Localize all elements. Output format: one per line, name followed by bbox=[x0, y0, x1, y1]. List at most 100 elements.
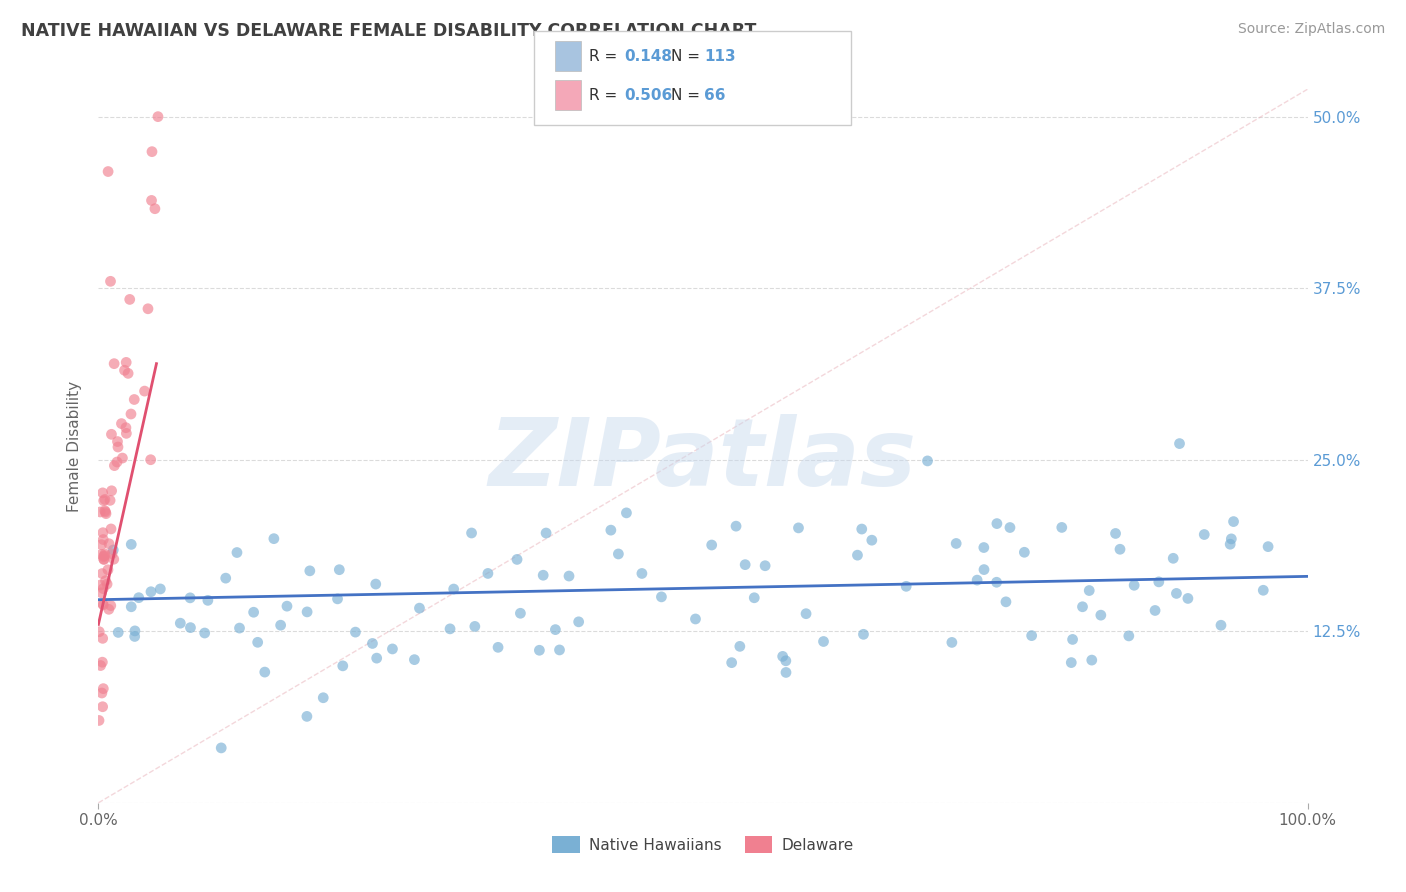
Point bbox=[544, 623, 567, 637]
Point bbox=[139, 452, 162, 467]
Point bbox=[941, 635, 963, 649]
Point bbox=[966, 573, 988, 587]
Point bbox=[772, 649, 794, 664]
Point bbox=[94, 507, 117, 521]
Point bbox=[298, 564, 321, 578]
Point bbox=[91, 699, 114, 714]
Point bbox=[91, 525, 114, 540]
Point bbox=[973, 563, 995, 577]
Text: 0.148: 0.148 bbox=[624, 48, 672, 63]
Point bbox=[228, 621, 250, 635]
Point bbox=[242, 605, 264, 619]
Point bbox=[107, 440, 129, 454]
Point bbox=[194, 626, 217, 640]
Point bbox=[100, 274, 122, 288]
Point bbox=[1050, 520, 1073, 534]
Point bbox=[89, 578, 111, 592]
Point bbox=[91, 533, 114, 547]
Point bbox=[90, 538, 112, 552]
Point bbox=[100, 483, 122, 498]
Point bbox=[98, 537, 121, 551]
Point bbox=[1104, 526, 1126, 541]
Y-axis label: Female Disability: Female Disability bbox=[67, 380, 83, 512]
Point bbox=[787, 521, 810, 535]
Point bbox=[93, 549, 115, 564]
Point bbox=[246, 635, 269, 649]
Point bbox=[226, 545, 249, 559]
Point bbox=[117, 367, 139, 381]
Point bbox=[1071, 599, 1094, 614]
Text: 113: 113 bbox=[704, 48, 735, 63]
Point bbox=[115, 420, 138, 434]
Point bbox=[364, 577, 387, 591]
Point bbox=[477, 566, 499, 581]
Point bbox=[91, 597, 114, 611]
Point bbox=[973, 541, 995, 555]
Point bbox=[685, 612, 707, 626]
Text: Source: ZipAtlas.com: Source: ZipAtlas.com bbox=[1237, 22, 1385, 37]
Point bbox=[361, 636, 384, 650]
Point bbox=[531, 568, 554, 582]
Point bbox=[332, 658, 354, 673]
Point bbox=[115, 355, 138, 369]
Point bbox=[209, 740, 232, 755]
Point bbox=[97, 563, 120, 577]
Point bbox=[460, 526, 482, 541]
Point bbox=[344, 625, 367, 640]
Point bbox=[97, 164, 120, 178]
Point bbox=[100, 522, 122, 536]
Point bbox=[146, 110, 169, 124]
Point bbox=[100, 599, 122, 613]
Point bbox=[1062, 632, 1084, 647]
Point bbox=[118, 293, 141, 307]
Point bbox=[725, 519, 748, 533]
Point bbox=[1222, 515, 1244, 529]
Point bbox=[794, 607, 817, 621]
Point bbox=[114, 363, 136, 377]
Point bbox=[860, 533, 883, 548]
Point bbox=[179, 591, 201, 605]
Point bbox=[1147, 574, 1170, 589]
Point bbox=[93, 552, 115, 566]
Point bbox=[1220, 532, 1243, 546]
Point bbox=[720, 656, 742, 670]
Point bbox=[599, 523, 621, 537]
Point bbox=[439, 622, 461, 636]
Point bbox=[1081, 653, 1104, 667]
Text: ZIPatlas: ZIPatlas bbox=[489, 414, 917, 507]
Point bbox=[986, 516, 1008, 531]
Point bbox=[464, 619, 486, 633]
Point bbox=[124, 630, 146, 644]
Point bbox=[107, 434, 129, 449]
Point bbox=[90, 658, 112, 673]
Point bbox=[529, 643, 551, 657]
Point bbox=[295, 605, 318, 619]
Point bbox=[139, 584, 162, 599]
Point bbox=[111, 451, 134, 466]
Point bbox=[852, 627, 875, 641]
Point bbox=[1166, 586, 1188, 600]
Point bbox=[91, 566, 114, 581]
Point bbox=[110, 417, 132, 431]
Point bbox=[328, 563, 350, 577]
Point bbox=[1123, 578, 1146, 592]
Point bbox=[846, 548, 869, 562]
Point bbox=[1161, 551, 1184, 566]
Point bbox=[775, 654, 797, 668]
Point bbox=[408, 601, 430, 615]
Point bbox=[381, 642, 404, 657]
Point bbox=[1118, 629, 1140, 643]
Point bbox=[91, 582, 114, 596]
Text: 66: 66 bbox=[704, 87, 725, 103]
Point bbox=[136, 301, 159, 316]
Point bbox=[103, 543, 125, 558]
Point bbox=[917, 454, 939, 468]
Point bbox=[103, 552, 125, 566]
Text: R =: R = bbox=[589, 48, 623, 63]
Point bbox=[486, 640, 509, 655]
Point bbox=[754, 558, 776, 573]
Text: NATIVE HAWAIIAN VS DELAWARE FEMALE DISABILITY CORRELATION CHART: NATIVE HAWAIIAN VS DELAWARE FEMALE DISAB… bbox=[21, 22, 756, 40]
Point bbox=[742, 591, 765, 605]
Point bbox=[87, 714, 110, 728]
Point bbox=[91, 598, 114, 612]
